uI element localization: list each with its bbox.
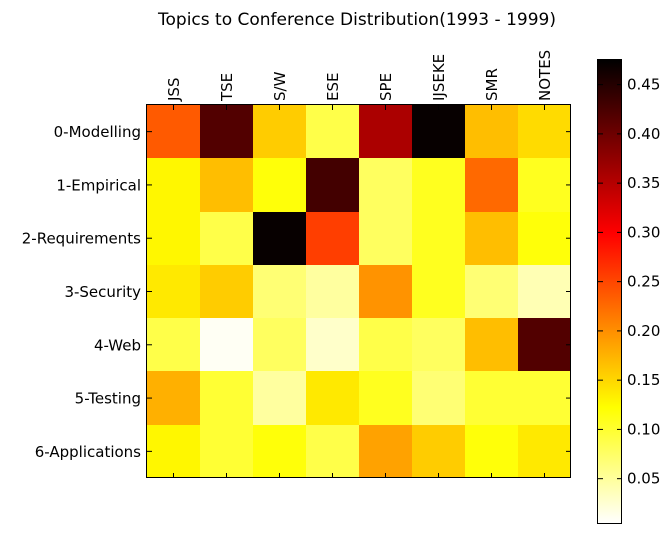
colorbar-tick-label: 0.35 [627, 174, 660, 192]
heatmap-cell [253, 158, 306, 212]
colorbar-tick-label: 0.45 [627, 76, 660, 94]
heatmap-cell [253, 212, 306, 265]
heatmap-cell [306, 371, 359, 425]
heatmap-cell [412, 318, 465, 371]
heatmap-cell [306, 425, 359, 478]
heatmap-cell [147, 105, 200, 158]
row-label: 1-Empirical [56, 176, 141, 194]
column-label: S/W [271, 71, 289, 101]
row-labels: 0-Modelling 1-Empirical 2-Requirements 3-Se… [22, 123, 571, 461]
heatmap-cell [253, 318, 306, 371]
heatmap-cell [465, 371, 518, 425]
colorbar [597, 59, 622, 524]
heatmap-cell [359, 105, 412, 158]
heatmap-cell [306, 105, 359, 158]
column-label: NOTES [536, 50, 554, 101]
colorbar-tick-label: 0.40 [627, 125, 660, 143]
row-label: 0-Modelling [54, 123, 141, 141]
colorbar-tick-label: 0.10 [627, 420, 660, 438]
heatmap-cell [359, 212, 412, 265]
heatmap-cell [465, 318, 518, 371]
heatmap-cell [465, 265, 518, 318]
column-label: IJSEKE [430, 54, 448, 101]
row-label: 2-Requirements [22, 230, 141, 248]
colorbar-tick-label: 0.25 [627, 273, 660, 291]
heatmap-cell [200, 318, 253, 371]
heatmap-cell [200, 158, 253, 212]
colorbar-tick-label: 0.15 [627, 371, 660, 389]
heatmap-cell [147, 425, 200, 478]
heatmap-cell [359, 158, 412, 212]
heatmap-cell [518, 318, 571, 371]
heatmap-cells [147, 105, 571, 478]
heatmap-cell [518, 105, 571, 158]
heatmap-cell [147, 158, 200, 212]
column-label: ESE [324, 73, 342, 101]
heatmap-cell [359, 265, 412, 318]
heatmap-cell [518, 265, 571, 318]
colorbar-tick-label: 0.20 [627, 322, 660, 340]
heatmap-cell [412, 105, 465, 158]
heatmap-cell [147, 212, 200, 265]
heatmap-cell [253, 425, 306, 478]
heatmap-cell [412, 371, 465, 425]
heatmap-cell [253, 371, 306, 425]
column-label: TSE [218, 73, 236, 102]
colorbar-ticks: 0.05 0.10 0.15 0.20 0.25 0.30 0.35 0.40 0.45 [598, 76, 660, 488]
row-label: 4-Web [94, 336, 141, 354]
heatmap-cell [253, 105, 306, 158]
heatmap-cell [306, 265, 359, 318]
heatmap-cell [200, 265, 253, 318]
heatmap-cell [465, 212, 518, 265]
column-labels: JSS TSE S/W ESE SPE IJSEKE SMR NOTES [165, 50, 554, 102]
heatmap-cell [147, 265, 200, 318]
heatmap-cell [200, 105, 253, 158]
heatmap-cell [412, 212, 465, 265]
heatmap-cell [518, 371, 571, 425]
heatmap-cell [306, 212, 359, 265]
heatmap-cell [200, 371, 253, 425]
heatmap-cell [412, 158, 465, 212]
heatmap-cell [359, 318, 412, 371]
heatmap-cell [465, 425, 518, 478]
colorbar-tick-label: 0.05 [627, 470, 660, 488]
column-label: JSS [165, 78, 183, 102]
heatmap-cell [200, 212, 253, 265]
heatmap-cell [518, 212, 571, 265]
heatmap-cell [518, 158, 571, 212]
row-label: 6-Applications [35, 443, 141, 461]
heatmap-cell [412, 425, 465, 478]
heatmap-cell [306, 318, 359, 371]
row-label: 5-Testing [75, 390, 141, 408]
colorbar-tick-label: 0.30 [627, 223, 660, 241]
heatmap-cell [412, 265, 465, 318]
heatmap-cell [200, 425, 253, 478]
heatmap-cell [359, 425, 412, 478]
chart-title: Topics to Conference Distribution(1993 -… [157, 10, 556, 30]
column-label: SMR [483, 68, 501, 101]
heatmap-cell [306, 158, 359, 212]
column-tick-marks [173, 105, 545, 478]
heatmap-cell [518, 425, 571, 478]
heatmap-cell [147, 318, 200, 371]
heatmap-cell [147, 371, 200, 425]
heatmap-cell [465, 105, 518, 158]
heatmap-cell [253, 265, 306, 318]
column-label: SPE [377, 73, 395, 101]
row-label: 3-Security [64, 283, 141, 301]
heatmap-cell [359, 371, 412, 425]
heatmap-cell [465, 158, 518, 212]
